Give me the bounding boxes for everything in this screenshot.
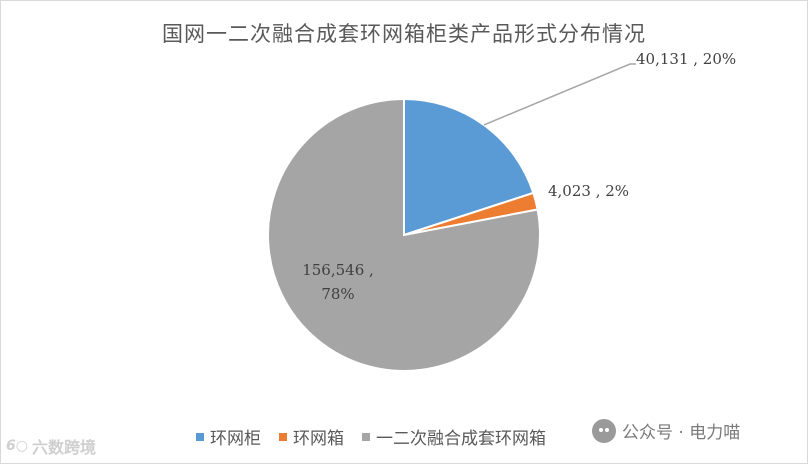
chart-title: 国网一二次融合成套环网箱柜类产品形式分布情况 [162, 22, 646, 46]
legend-swatch [196, 432, 204, 441]
wechat-icon [592, 418, 616, 443]
legend-label: 环网柜 [210, 429, 261, 449]
data-label-fusion: 156,546 , 78% [302, 261, 374, 303]
watermark-right-text: 公众号 · 电力喵 [622, 423, 741, 443]
leader-line [483, 63, 636, 126]
legend-item-fusion: 一二次融合成套环网箱 [362, 424, 546, 449]
watermark-logo-icon: 6○ [6, 438, 28, 454]
legend-item-huanwangxiang: 环网箱 [279, 424, 344, 449]
data-label-huanwangxiang: 4,023 , 2% [548, 182, 630, 200]
watermark-right: 公众号 · 电力喵 [592, 418, 740, 443]
watermark-left-text: 六数跨境 [31, 438, 96, 457]
legend-item-huanwanggui: 环网柜 [196, 424, 261, 449]
legend-swatch [279, 432, 287, 441]
legend: 环网柜 环网箱 一二次融合成套环网箱 [196, 424, 546, 449]
pie-slice-2 [267, 97, 541, 372]
legend-label: 一二次融合成套环网箱 [376, 429, 546, 449]
watermark-left: 6○ 六数跨境 [6, 434, 96, 458]
legend-label: 环网箱 [293, 429, 344, 449]
data-label-huanwanggui: 40,131 , 20% [636, 50, 737, 68]
legend-swatch [362, 432, 370, 441]
